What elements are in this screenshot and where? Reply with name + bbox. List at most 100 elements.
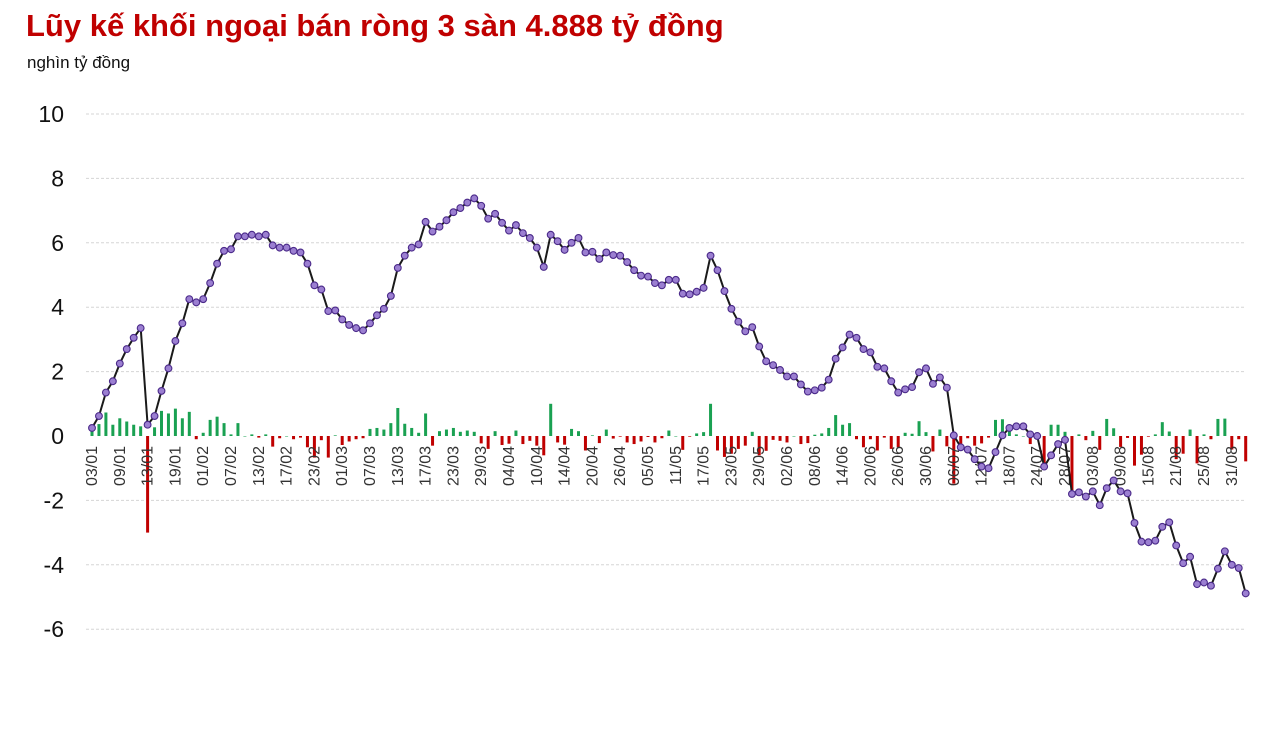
unit-label: nghìn tỷ đồng <box>27 53 131 72</box>
line-point <box>1227 560 1236 569</box>
x-tick-label: 14/06 <box>835 446 852 486</box>
daily-bar <box>882 436 886 438</box>
daily-bar <box>1028 436 1032 445</box>
line-point <box>296 248 305 257</box>
daily-bar <box>417 432 421 436</box>
line-point <box>1179 559 1188 568</box>
x-tick-label: 06/07 <box>946 446 963 486</box>
line-point <box>817 383 826 392</box>
daily-bar <box>806 436 810 444</box>
daily-bar <box>729 436 733 454</box>
line-point <box>713 266 722 275</box>
line-point <box>567 238 576 247</box>
daily-bar <box>1195 436 1199 464</box>
daily-bar <box>194 436 198 440</box>
daily-bar <box>618 436 622 437</box>
line-point <box>887 377 896 386</box>
line-point <box>657 281 666 290</box>
line-point <box>1151 536 1160 545</box>
line-point <box>824 375 833 384</box>
daily-bar <box>250 434 254 436</box>
line-point <box>664 275 673 284</box>
x-tick-label: 07/02 <box>223 446 240 486</box>
y-tick-label: 8 <box>51 165 64 191</box>
daily-bar <box>1000 419 1004 436</box>
daily-bar <box>493 431 497 436</box>
daily-bar <box>1167 431 1171 436</box>
daily-bar <box>424 413 428 436</box>
daily-bar <box>1133 436 1136 466</box>
line-point <box>602 248 611 257</box>
daily-bar <box>187 411 191 436</box>
line-point <box>289 246 298 255</box>
x-tick-label: 17/03 <box>418 446 435 486</box>
line-point <box>220 246 229 255</box>
daily-bar <box>966 436 970 439</box>
line-point <box>776 366 784 374</box>
daily-bar <box>709 403 713 436</box>
daily-bar <box>111 424 115 436</box>
daily-bar <box>938 429 942 436</box>
cumulative-polyline <box>91 197 1247 594</box>
daily-bar <box>973 436 977 446</box>
daily-bar <box>403 423 407 436</box>
x-tick-label: 07/03 <box>362 446 379 486</box>
line-point <box>1026 430 1035 439</box>
line-point <box>970 455 979 464</box>
x-tick-label: 26/06 <box>890 446 907 486</box>
daily-bar <box>333 435 337 436</box>
daily-bars <box>90 403 1248 533</box>
daily-bar <box>861 436 865 448</box>
daily-bar <box>556 436 560 443</box>
x-tick-label: 31/08 <box>1224 446 1241 486</box>
line-point <box>734 317 743 326</box>
x-tick-label: 23/05 <box>723 446 740 486</box>
line-point <box>949 431 958 440</box>
line-point <box>442 216 451 225</box>
daily-bar <box>604 429 608 436</box>
x-tick-label: 17/02 <box>279 446 296 486</box>
daily-bar <box>396 407 400 436</box>
line-point <box>991 448 1000 457</box>
daily-bar <box>1209 436 1213 440</box>
x-tick-label: 13/01 <box>140 446 157 486</box>
daily-bar <box>834 415 838 436</box>
line-point <box>136 324 145 333</box>
line-point <box>373 311 381 320</box>
daily-bar <box>1174 436 1178 460</box>
daily-bar <box>1112 428 1116 436</box>
cumulative-markers <box>88 194 1250 598</box>
line-point <box>338 315 347 324</box>
line-point <box>720 287 729 296</box>
daily-bar <box>980 436 984 444</box>
line-point <box>942 383 951 392</box>
line-point <box>1019 422 1028 431</box>
line-point <box>470 194 479 203</box>
daily-bar <box>674 436 678 437</box>
daily-bar <box>590 435 594 436</box>
line-point <box>1200 578 1208 587</box>
x-tick-label: 04/04 <box>501 446 518 486</box>
y-tick-label: -6 <box>44 616 64 642</box>
line-point <box>449 208 458 217</box>
line-point <box>1241 589 1250 598</box>
x-tick-label: 23/03 <box>445 446 462 486</box>
daily-bar <box>1098 436 1102 450</box>
daily-bar <box>1223 418 1227 436</box>
x-tick-label: 17/05 <box>696 446 713 486</box>
daily-bar <box>577 431 580 436</box>
daily-bar <box>285 436 289 437</box>
line-point <box>352 324 361 333</box>
line-point <box>1234 564 1243 572</box>
daily-bar <box>820 433 824 436</box>
y-tick-label: -2 <box>44 487 64 513</box>
daily-bar <box>736 436 740 449</box>
line-point <box>859 345 868 354</box>
daily-bar <box>813 434 817 436</box>
daily-bar <box>1119 436 1123 447</box>
line-point <box>115 359 124 368</box>
line-point <box>650 279 659 287</box>
daily-bar <box>97 424 101 436</box>
line-point <box>359 326 367 335</box>
line-point <box>199 295 208 304</box>
